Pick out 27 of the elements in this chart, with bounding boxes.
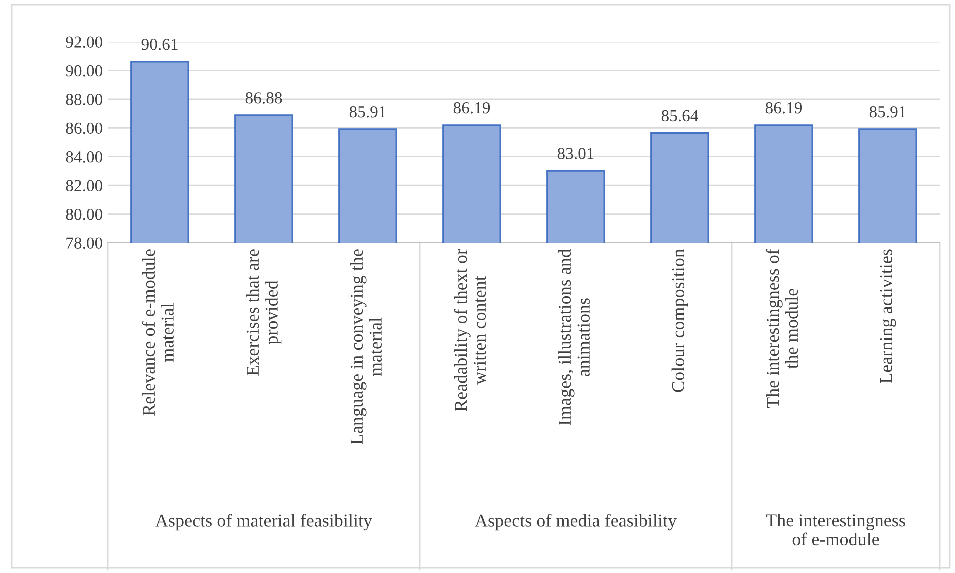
text: Aspects of media feasibility <box>475 514 677 531</box>
x-tick-label: Images, illustrations and animations <box>558 249 590 426</box>
x-tick-label: Relevance of e-module material <box>142 250 174 416</box>
y-tick-label: 90.00 <box>66 65 103 77</box>
y-tick-label: 78.00 <box>66 238 103 250</box>
data-label: 85.91 <box>350 106 386 118</box>
data-label: 85.64 <box>662 110 698 122</box>
data-label: 86.19 <box>454 102 490 114</box>
y-tick-label: 82.00 <box>66 180 103 192</box>
y-tick-label: 80.00 <box>66 208 103 220</box>
data-label: 86.88 <box>246 92 282 104</box>
x-tick-label: The interestingness of the module <box>766 249 798 408</box>
y-tick-label: 84.00 <box>66 152 103 163</box>
y-tick-label: 92.00 <box>66 36 103 48</box>
data-label: 83.01 <box>558 148 594 160</box>
x-tick-label: Learning activities <box>880 250 896 384</box>
data-label: 86.19 <box>766 102 802 114</box>
x-tick-label: Exercises that are provided <box>246 250 282 376</box>
x-tick-label: Readability of thext or written content <box>454 249 486 412</box>
data-label: 90.61 <box>142 38 178 50</box>
data-label: 85.91 <box>870 106 906 118</box>
x-tick-label: Colour composition <box>672 249 688 392</box>
y-tick-label: 86.00 <box>66 122 103 134</box>
y-tick-label: 88.00 <box>66 94 103 106</box>
text: Aspects of material feasibility <box>156 514 372 531</box>
x-tick-label: Language in conveying the material <box>350 250 382 445</box>
text: The interestingness of e-module <box>766 514 906 546</box>
